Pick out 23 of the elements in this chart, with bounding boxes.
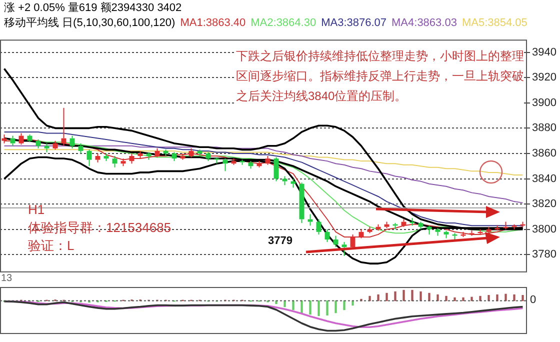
annotation: 3779 (268, 235, 292, 247)
annotation: 下跌之后银价持续维持低位整理走势，小时图上的整理区间逐步缩口。指标维持反弹上行走势，一旦上轨突破之后关注均线3840位置的压制。 (236, 46, 524, 106)
text: MA5:3854.05 (462, 17, 528, 29)
y-tick-label: 3840 (532, 172, 556, 185)
y-tick-label: 3940 (532, 46, 556, 58)
text: MA2:3864.30 (250, 17, 316, 29)
annotation: H1 (28, 201, 45, 219)
y-tick-label: 3820 (532, 198, 556, 210)
y-tick-label: 3900 (532, 96, 556, 109)
text: MA3:3876.07 (321, 17, 387, 29)
annotation: 体验指导群：121534685 (28, 219, 172, 237)
text: 0 (530, 294, 536, 306)
chart-subtitle: 移动平均线 日(5,10,30,60,100,120) (4, 17, 176, 29)
y-tick-label: 3920 (532, 72, 556, 84)
y-tick-label: 3860 (532, 148, 556, 160)
text: MA4:3863.03 (392, 17, 457, 29)
text: 13 (1, 273, 12, 285)
y-tick-label: 3780 (532, 248, 556, 261)
y-tick-label: 3800 (532, 223, 556, 236)
y-tick-label: 3880 (532, 122, 556, 134)
chart-title: 涨 +2 0.05% 量619 额2394330 3402 (4, 0, 182, 15)
annotation: 验证：L (28, 237, 74, 255)
text: MA1:3863.40 (180, 17, 246, 29)
